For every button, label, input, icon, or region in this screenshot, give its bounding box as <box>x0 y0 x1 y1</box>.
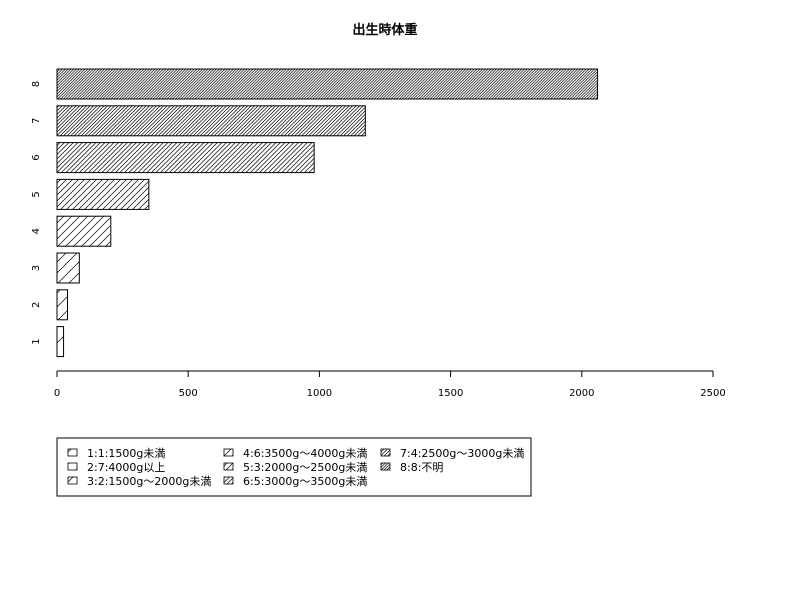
bar-1 <box>56 326 65 358</box>
legend-entry-label: 3:2:1500g～2000g未満 <box>87 475 211 488</box>
y-tick-label: 4 <box>31 228 42 234</box>
bar-8 <box>56 68 599 100</box>
y-tick-label: 8 <box>31 81 42 87</box>
x-tick-label: 1000 <box>307 388 332 399</box>
y-tick-label: 3 <box>31 265 42 271</box>
y-tick-label: 7 <box>31 118 42 124</box>
legend-swatch <box>67 462 78 471</box>
legend-entry-label: 4:6:3500g～4000g未満 <box>243 447 367 460</box>
x-tick-label: 0 <box>54 388 60 399</box>
legend-swatch <box>380 448 391 457</box>
bar-3 <box>56 252 80 284</box>
x-axis: 0 500 1000 1500 2000 2500 <box>54 370 726 399</box>
legend-swatch <box>223 448 234 457</box>
bar-4 <box>56 215 112 247</box>
legend-swatch <box>67 476 78 485</box>
x-tick-label: 2500 <box>700 388 725 399</box>
x-tick-label: 2000 <box>569 388 594 399</box>
y-tick-label: 2 <box>31 302 42 308</box>
bar-7 <box>56 105 366 137</box>
legend-entry-label: 1:1:1500g未満 <box>87 447 165 460</box>
legend-entry-label: 7:4:2500g～3000g未満 <box>400 447 524 460</box>
chart-title: 出生時体重 <box>352 22 417 38</box>
bar-2 <box>56 289 68 321</box>
legend-swatch <box>67 448 78 457</box>
legend-entry-label: 8:8:不明 <box>400 461 443 474</box>
y-tick-label: 6 <box>31 154 42 160</box>
bar-5 <box>56 178 150 210</box>
y-tick-label: 5 <box>31 191 42 197</box>
bar-6 <box>56 142 315 174</box>
y-tick-label: 1 <box>31 338 42 344</box>
legend-swatch <box>223 462 234 471</box>
x-tick-label: 1500 <box>438 388 463 399</box>
x-tick-label: 500 <box>179 388 198 399</box>
legend-swatch <box>380 462 391 471</box>
legend-entry-label: 2:7:4000g以上 <box>87 461 165 474</box>
legend-swatch <box>223 476 234 485</box>
legend-entry-label: 6:5:3000g～3500g未満 <box>243 475 367 488</box>
legend-box <box>56 437 532 497</box>
legend-entry-label: 5:3:2000g～2500g未満 <box>243 461 367 474</box>
y-axis: 1 2 3 4 5 6 7 8 <box>31 81 42 345</box>
bars-group <box>56 68 599 358</box>
